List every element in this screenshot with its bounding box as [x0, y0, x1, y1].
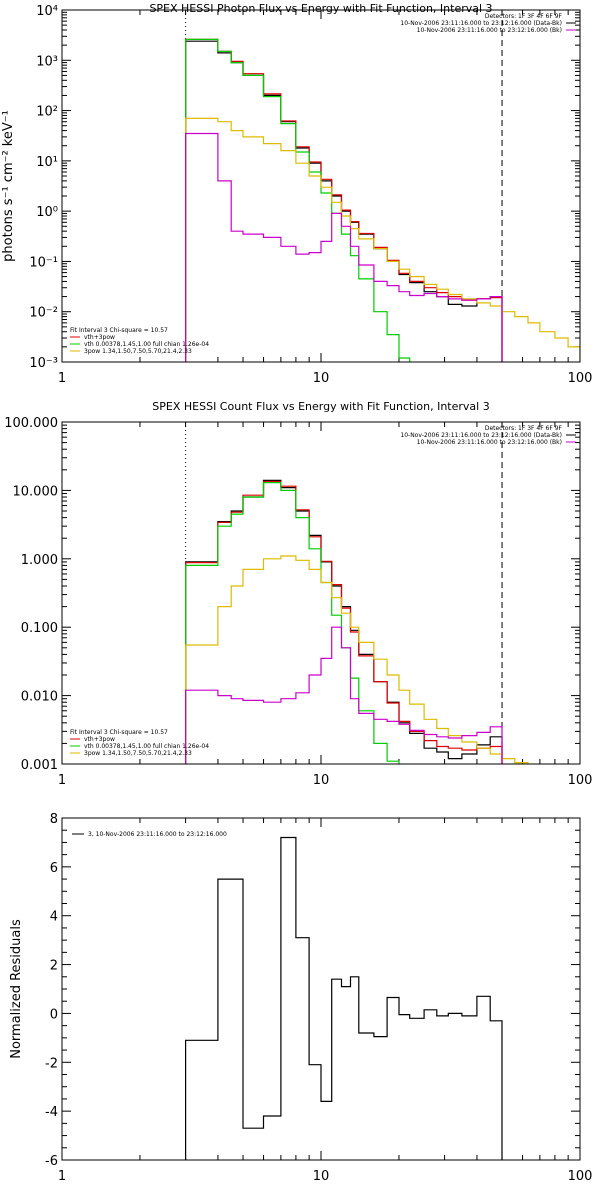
series-vth-3pow	[185, 38, 503, 362]
y-tick-label: 4	[50, 910, 58, 925]
y-tick-label: 10³	[36, 54, 58, 69]
residuals-panel: Normalized Residuals 1 10 100 -6 -4 -2 0 2 4 6 8 3, …	[9, 812, 592, 1184]
y-tick-label: 10²	[36, 105, 58, 120]
y-tick-label: 10.000	[13, 484, 59, 499]
legend-entry: 10-Nov-2006 23:11:16.000 to 23:12:16.000…	[417, 439, 562, 446]
y-tick-label: 10⁰	[36, 205, 58, 220]
series-vth	[185, 482, 400, 764]
legend-entry: 3pow 1.34,1.50,7.50,5.70,21.4,2.33	[84, 750, 192, 757]
x-tick-label: 10	[313, 773, 330, 788]
series-bk	[185, 132, 503, 362]
y-tick-label: 0.010	[21, 690, 58, 705]
plot-frame	[61, 421, 581, 765]
legend-entry: 10-Nov-2006 23:11:16.000 to 23:12:16.000…	[400, 432, 562, 439]
legend-entry: Detectors: 1F 3F 4F 6F 9F	[485, 13, 563, 20]
y-tick-label: 10⁻²	[29, 306, 58, 321]
x-tick-label: 10	[313, 371, 330, 386]
y-tick-label: 2	[50, 959, 58, 974]
y-tick-label: 100.000	[4, 416, 58, 431]
legend-entry: 3pow 1.34,1.50,7.50,5.70,21.4,2.33	[84, 348, 192, 355]
y-tick-label: -4	[45, 1105, 58, 1120]
y-tick-label: 10⁴	[36, 4, 58, 19]
plot-frame	[61, 9, 581, 363]
y-tick-label: 10⁻¹	[29, 255, 58, 270]
y-tick-label: -2	[45, 1056, 58, 1071]
series-bk	[185, 626, 503, 764]
series-data-bk	[185, 40, 503, 362]
legend-entry: vth 0.00378,1.45,1.00 full chian 1.26e-0…	[84, 341, 209, 348]
legend-entry: Detectors: 1F 3F 4F 6F 9F	[485, 425, 563, 432]
series-data-bk	[185, 479, 503, 764]
legend-entry: vth 0.00378,1.45,1.00 full chian 1.26e-0…	[84, 743, 209, 750]
series-3pow	[185, 117, 580, 362]
x-tick-label: 10	[313, 1169, 330, 1184]
series-3pow	[185, 555, 529, 764]
x-tick-label: 1	[58, 773, 66, 788]
x-tick-label: 100	[568, 1169, 593, 1184]
legend-entry: 10-Nov-2006 23:11:16.000 to 23:12:16.000…	[417, 27, 562, 34]
series-residuals	[185, 836, 503, 1160]
y-tick-label: 0	[50, 1007, 58, 1022]
chart-title: SPEX HESSI Photon Flux vs Energy with Fi…	[149, 2, 492, 15]
legend-entry: vth+3pow	[84, 736, 115, 743]
count-flux-panel: SPEX HESSI Count Flux vs Energy with Fit…	[4, 400, 592, 788]
y-tick-label: -6	[45, 1154, 58, 1169]
plot-frame	[61, 817, 581, 1161]
y-tick-label: 10⁻³	[29, 356, 58, 371]
x-tick-label: 100	[568, 773, 593, 788]
legend-entry: 10-Nov-2006 23:11:16.000 to 23:12:16.000…	[400, 20, 562, 27]
y-tick-label: 10¹	[36, 155, 58, 170]
legend-entry: Fit Interval 3 Chi-square = 10.57	[70, 327, 168, 334]
y-tick-label: 0.100	[21, 621, 58, 636]
series-vth-3pow	[185, 480, 503, 764]
chart-title: SPEX HESSI Count Flux vs Energy with Fit…	[152, 400, 489, 413]
series-vth	[185, 38, 411, 362]
legend-entry: 3, 10-Nov-2006 23:11:16.000 to 23:12:16.…	[88, 831, 227, 838]
y-axis-label: Normalized Residuals	[9, 919, 24, 1059]
photon-flux-panel: SPEX HESSI Photon Flux vs Energy with Fi…	[1, 2, 592, 386]
x-tick-label: 1	[58, 1169, 66, 1184]
legend-entry: vth+3pow	[84, 334, 115, 341]
y-tick-label: 8	[50, 812, 58, 827]
y-axis-label: photons s⁻¹ cm⁻² keV⁻¹	[1, 110, 16, 262]
y-tick-label: 1.000	[21, 553, 58, 568]
legend-entry: Fit Interval 3 Chi-square = 10.57	[70, 729, 168, 736]
x-tick-label: 1	[58, 371, 66, 386]
x-tick-label: 100	[568, 371, 593, 386]
y-tick-label: 6	[50, 861, 58, 876]
y-tick-label: 0.001	[21, 758, 58, 773]
